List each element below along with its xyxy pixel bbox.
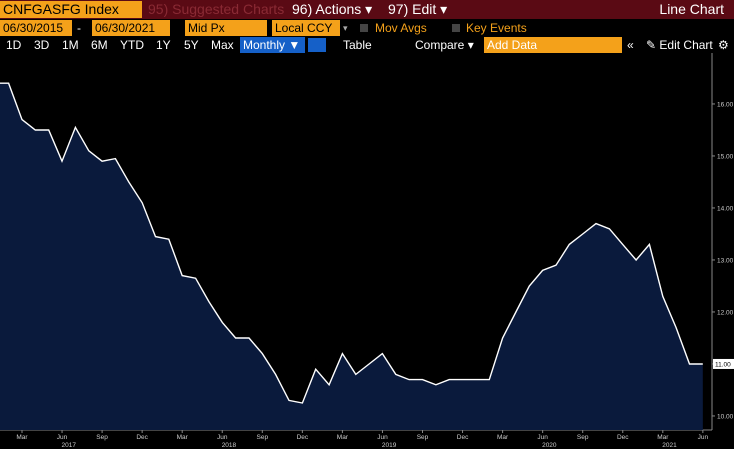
security-field[interactable]: CNFGASFG Index xyxy=(0,1,142,18)
edit-menu[interactable]: 97) Edit ▾ xyxy=(388,1,448,17)
period-button[interactable]: 1D xyxy=(6,38,22,52)
last-value-label: 11.00 xyxy=(715,361,731,368)
date-dash: - xyxy=(77,21,81,35)
compare-menu[interactable]: Compare ▾ xyxy=(415,38,474,52)
frequency[interactable]: Monthly ▼ xyxy=(240,37,305,53)
key-events[interactable]: Key Events xyxy=(466,21,527,35)
x-tick-label: Sep xyxy=(96,434,108,441)
x-tick-label: Jun xyxy=(698,434,709,441)
x-tick-label: Mar xyxy=(337,434,349,441)
chart-icon[interactable] xyxy=(308,38,326,52)
x-year-label: 2020 xyxy=(542,442,557,449)
last-value-box xyxy=(713,358,734,369)
period-button[interactable]: 5Y xyxy=(184,38,199,52)
end-date[interactable]: 06/30/2021 xyxy=(92,20,170,36)
edit-chart[interactable]: ✎ Edit Chart xyxy=(646,38,713,52)
x-tick-label: Mar xyxy=(177,434,189,441)
chart-kind: Line Chart xyxy=(659,1,724,17)
period-button[interactable]: 1M xyxy=(62,38,79,52)
line xyxy=(0,82,703,404)
x-tick-label: Jun xyxy=(217,434,228,441)
title-bar: CNFGASFG Index 95) Suggested Charts 96) … xyxy=(0,0,734,19)
edit-label: 97) Edit xyxy=(388,1,437,17)
compare-label: Compare xyxy=(415,38,465,52)
period-button[interactable]: Max xyxy=(211,38,234,52)
add-data[interactable]: Add Data xyxy=(484,37,622,53)
currency-arrow: ▾ xyxy=(343,23,348,33)
checkbox[interactable] xyxy=(452,24,460,32)
collapse[interactable]: « xyxy=(627,38,634,52)
table-button[interactable]: Table xyxy=(343,38,372,52)
y-tick-label: 15.00 xyxy=(717,153,734,160)
x-tick-label: Mar xyxy=(16,434,28,441)
x-tick-label: Mar xyxy=(497,434,509,441)
x-tick-label: Jun xyxy=(57,434,68,441)
x-year-label: 2017 xyxy=(61,442,76,449)
area xyxy=(0,83,703,430)
x-year-label: 2019 xyxy=(382,442,397,449)
suggested-charts[interactable]: 95) Suggested Charts xyxy=(148,1,285,17)
settings-bar: 06/30/2015 - 06/30/2021 Mid Px Local CCY… xyxy=(0,20,734,36)
x-tick-label: Dec xyxy=(457,434,469,441)
y-tick-label: 13.00 xyxy=(717,257,734,264)
period-button[interactable]: YTD xyxy=(120,38,144,52)
start-date[interactable]: 06/30/2015 xyxy=(0,20,72,36)
frequency-label: Monthly xyxy=(243,38,286,52)
period-bar: Monthly ▼ Table Compare ▾ Add Data « ✎ E… xyxy=(0,37,734,53)
currency-field[interactable]: Local CCY xyxy=(272,20,340,36)
settings-gear[interactable]: ⚙ xyxy=(718,38,729,52)
x-tick-label: Dec xyxy=(617,434,629,441)
x-year-label: 2021 xyxy=(662,442,677,449)
x-tick-label: Sep xyxy=(577,434,589,441)
x-tick-label: Jun xyxy=(377,434,388,441)
edit-chart-label: Edit Chart xyxy=(659,38,713,52)
price-field[interactable]: Mid Px xyxy=(185,20,267,36)
period-button[interactable]: 1Y xyxy=(156,38,171,52)
chart: 10.00 11.00 12.00 13.00 14.00 15.00 16.00 Mar Ju… xyxy=(0,53,734,449)
x-tick-label: Dec xyxy=(136,434,148,441)
x-tick-label: Dec xyxy=(297,434,309,441)
checkbox[interactable] xyxy=(360,24,368,32)
mov-avgs[interactable]: Mov Avgs xyxy=(375,21,427,35)
y-tick-label: 16.00 xyxy=(717,101,734,108)
period-button[interactable]: 3D xyxy=(34,38,50,52)
y-tick-label: 10.00 xyxy=(717,413,734,420)
x-year-label: 2018 xyxy=(222,442,237,449)
actions-label: 96) Actions xyxy=(292,1,362,17)
period-button[interactable]: 6M xyxy=(91,38,108,52)
x-tick-label: Jun xyxy=(537,434,548,441)
x-tick-label: Mar xyxy=(657,434,669,441)
y-tick-label: 14.00 xyxy=(717,205,734,212)
y-tick-label: 12.00 xyxy=(717,309,734,316)
actions-menu[interactable]: 96) Actions ▾ xyxy=(292,1,373,17)
x-tick-label: Sep xyxy=(257,434,269,441)
x-tick-label: Sep xyxy=(417,434,429,441)
